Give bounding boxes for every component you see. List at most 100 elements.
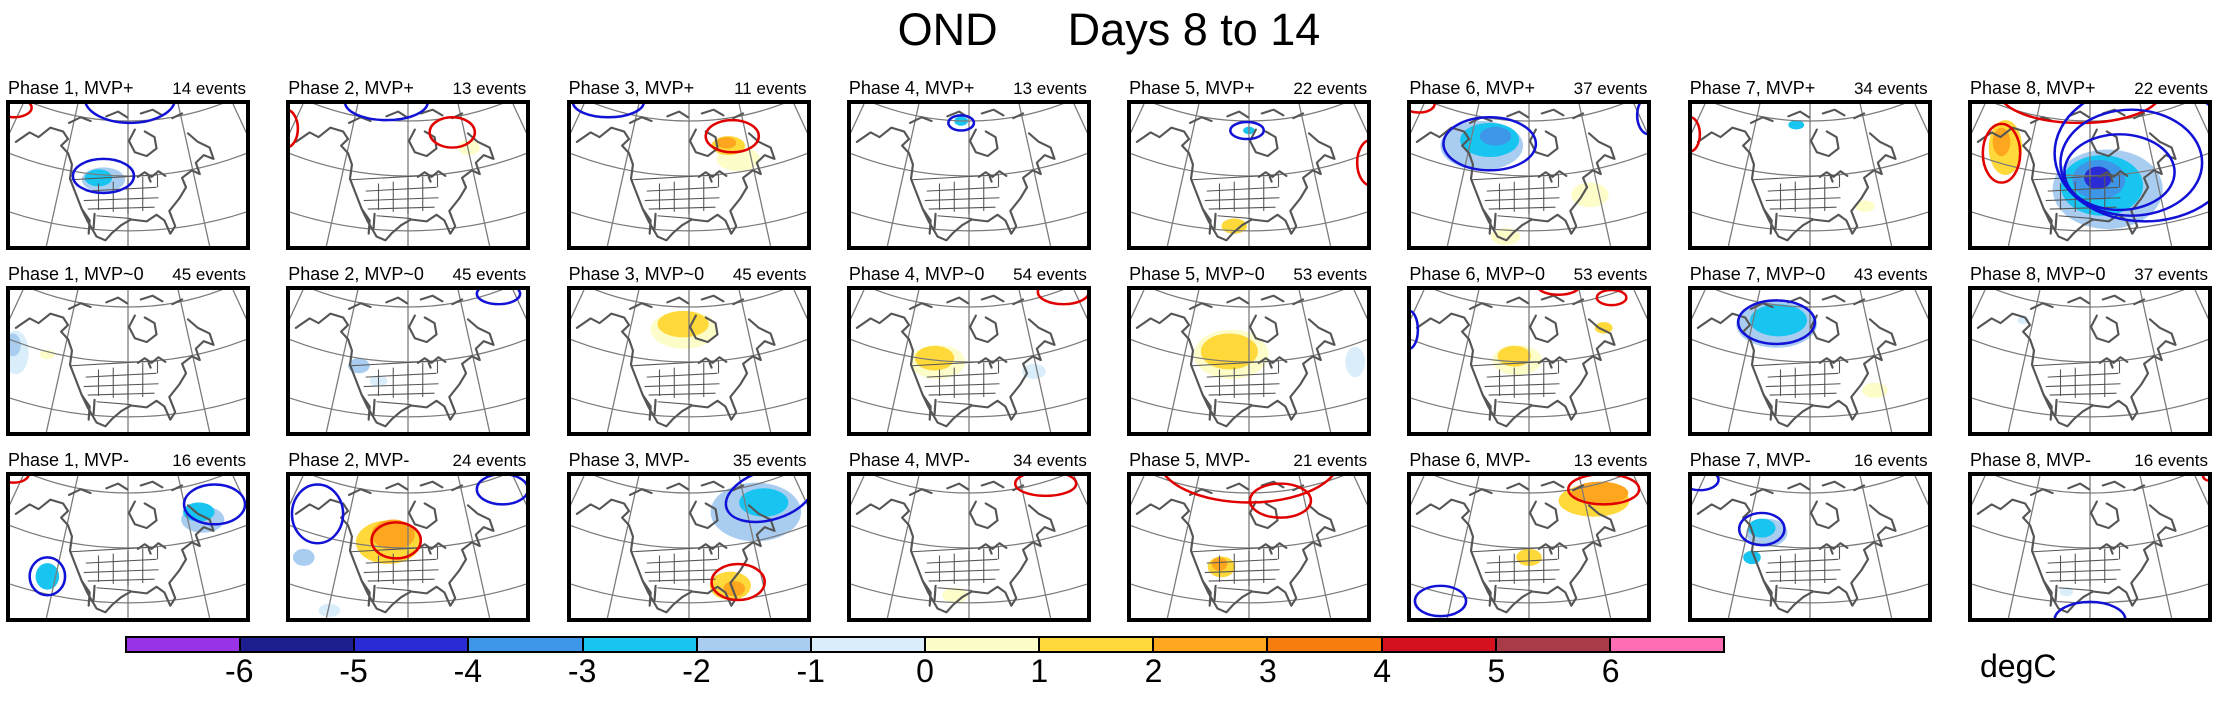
map-panel: Phase 2, MVP+ 13 events <box>286 78 531 250</box>
panel-header: Phase 5, MVP~0 53 events <box>1127 264 1371 286</box>
colorbar-segment <box>583 638 698 651</box>
map-frame <box>566 286 811 436</box>
panel-header: Phase 4, MVP+ 13 events <box>847 78 1091 100</box>
colorbar-segment <box>925 638 1041 651</box>
significance-contours <box>1411 104 1648 172</box>
significance-contours <box>10 104 176 195</box>
map-panel: Phase 3, MVP~0 45 events <box>566 264 811 436</box>
colorbar-tick: 0 <box>916 653 934 689</box>
colorbar-tick: -2 <box>682 653 711 689</box>
panel-title: Phase 3, MVP- <box>568 450 690 470</box>
panel-title: Phase 4, MVP- <box>848 450 970 470</box>
colorbar-segment <box>241 638 356 651</box>
panel-title: Phase 1, MVP- <box>8 450 130 470</box>
map-canvas <box>850 476 1087 618</box>
map-panel: Phase 2, MVP~0 45 events <box>286 264 531 436</box>
panel-header: Phase 3, MVP~0 45 events <box>567 264 811 286</box>
anomaly-shading <box>1788 120 1875 212</box>
anomaly-shading <box>1440 121 1610 246</box>
figure-title: OND Days 8 to 14 <box>0 0 2218 56</box>
panel-title: Phase 7, MVP+ <box>1689 78 1816 98</box>
panel-event-count: 45 events <box>732 265 807 284</box>
panel-event-count: 16 events <box>172 451 246 470</box>
colorbar-tick: -4 <box>453 653 483 689</box>
map-panel: Phase 4, MVP~0 54 events <box>846 264 1091 436</box>
colorbar-bar <box>125 636 1725 653</box>
map-frame <box>1127 286 1372 436</box>
panel-title: Phase 3, MVP~0 <box>568 264 705 284</box>
colorbar-tick: 6 <box>1601 653 1620 689</box>
panel-event-count: 43 events <box>1853 265 1928 284</box>
panel-header: Phase 8, MVP~0 37 events <box>1968 264 2212 286</box>
panel-header: Phase 4, MVP~0 54 events <box>847 264 1091 286</box>
panel-title: Phase 4, MVP~0 <box>848 264 985 284</box>
map-panel: Phase 8, MVP~0 37 events <box>1967 264 2212 436</box>
significance-contours <box>1013 476 1078 498</box>
map-panel: Phase 1, MVP- 16 events <box>6 450 250 622</box>
map-canvas <box>10 290 246 432</box>
map-canvas <box>1411 476 1648 618</box>
map-canvas <box>1131 476 1368 618</box>
map-canvas <box>1691 104 1928 246</box>
panel-title: Phase 7, MVP~0 <box>1689 264 1826 284</box>
panel-event-count: 35 events <box>732 451 807 470</box>
panel-title: Phase 8, MVP- <box>1969 450 2092 470</box>
map-panel: Phase 4, MVP+ 13 events <box>846 78 1091 250</box>
map-frame <box>566 472 811 622</box>
panel-header: Phase 1, MVP~0 45 events <box>6 264 250 286</box>
panel-title: Phase 5, MVP~0 <box>1129 264 1265 284</box>
panel-event-count: 22 events <box>1293 79 1368 98</box>
map-canvas <box>570 104 807 246</box>
panel-header: Phase 3, MVP+ 11 events <box>567 78 811 100</box>
significance-contours <box>2053 476 2208 618</box>
map-canvas <box>1411 104 1648 246</box>
panel-header: Phase 2, MVP- 24 events <box>286 450 530 472</box>
figure-title-leadwindow: Days 8 to 14 <box>1067 4 1321 55</box>
panel-event-count: 21 events <box>1293 451 1368 470</box>
map-frame <box>1967 286 2212 436</box>
colorbar: -6 -5 -4 -3 -2 -1 0 1 2 3 4 5 6 degC <box>125 636 2057 691</box>
panel-header: Phase 7, MVP+ 34 events <box>1688 78 1932 100</box>
map-frame <box>1687 472 1932 622</box>
significance-contours <box>1411 290 1629 350</box>
map-canvas <box>1131 290 1368 432</box>
panel-event-count: 45 events <box>452 265 527 284</box>
panel-title: Phase 6, MVP- <box>1409 450 1531 470</box>
map-canvas <box>10 104 246 246</box>
panel-event-count: 37 events <box>1573 79 1648 98</box>
map-canvas <box>10 476 246 618</box>
panel-event-count: 53 events <box>1293 265 1368 284</box>
panel-header: Phase 2, MVP~0 45 events <box>286 264 530 286</box>
map-canvas <box>1131 104 1368 246</box>
map-canvas <box>1691 476 1928 618</box>
map-canvas <box>1411 290 1648 432</box>
panel-row-MVP+: Phase 1, MVP+ 14 events Phase 2, MVP+ 13… <box>6 78 2212 250</box>
colorbar-tick: 1 <box>1030 653 1049 689</box>
map-canvas <box>1691 290 1928 432</box>
panel-title: Phase 6, MVP+ <box>1409 78 1535 98</box>
map-panel: Phase 1, MVP~0 45 events <box>6 264 250 436</box>
map-canvas <box>290 476 527 618</box>
colorbar-segment <box>811 638 926 651</box>
anomaly-shading <box>293 519 422 618</box>
colorbar-tick-labels: -6 -5 -4 -3 -2 -1 0 1 2 3 4 5 6 <box>125 653 1725 691</box>
map-panel: Phase 6, MVP~0 53 events <box>1407 264 1652 436</box>
panel-event-count: 24 events <box>452 451 527 470</box>
panel-title: Phase 3, MVP+ <box>568 78 695 98</box>
significance-contours <box>946 114 976 132</box>
colorbar-tick: -6 <box>225 653 254 689</box>
map-panel: Phase 6, MVP- 13 events <box>1407 450 1652 622</box>
panel-row-MVP-: Phase 1, MVP- 16 events Phase 2, MVP- 24… <box>6 450 2212 622</box>
map-frame <box>846 286 1091 436</box>
panel-event-count: 53 events <box>1573 265 1648 284</box>
colorbar-tick: -1 <box>796 653 825 689</box>
panel-header: Phase 6, MVP+ 37 events <box>1407 78 1651 100</box>
map-canvas <box>1971 104 2208 246</box>
panel-header: Phase 1, MVP+ 14 events <box>6 78 250 100</box>
map-panel: Phase 3, MVP- 35 events <box>566 450 811 622</box>
significance-contours <box>1229 120 1368 186</box>
map-frame <box>286 100 531 250</box>
panel-header: Phase 2, MVP+ 13 events <box>286 78 530 100</box>
map-frame <box>6 472 250 622</box>
panel-title: Phase 8, MVP~0 <box>1969 264 2106 284</box>
